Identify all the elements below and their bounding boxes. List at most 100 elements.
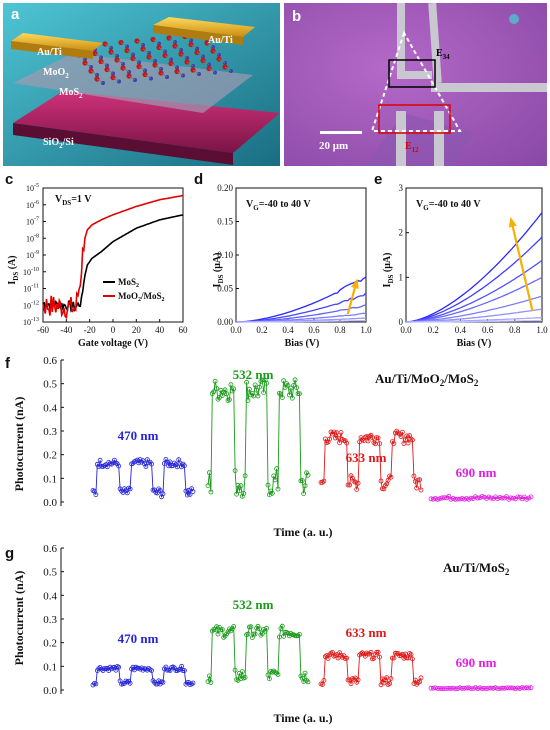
d-arrowhead <box>350 278 359 290</box>
c-ytick-8: 10-5 <box>26 183 39 193</box>
d-xtick-2: 0.4 <box>282 325 294 335</box>
d-xtick-3: 0.6 <box>308 325 320 335</box>
c-xtick-6: 60 <box>179 325 189 335</box>
d-xtick-4: 0.8 <box>334 325 346 335</box>
e-xtick-1: 0.2 <box>428 325 439 335</box>
panel-f-xlabel: Time (a. u.) <box>273 525 332 539</box>
panel-d-ylabel: IDS (μA) <box>212 253 225 288</box>
panel-a-schematic: a Au/Ti Au/Ti MoO2 MoS2 SiO2/Si <box>3 3 280 166</box>
e-ytick-0: 0 <box>399 317 404 327</box>
f-ytick-3: 0.3 <box>43 426 57 438</box>
c-series-moo2-mos2 <box>42 194 184 320</box>
mos2-label: MoS2 <box>59 87 83 100</box>
g-ytick-6: 0.6 <box>43 543 57 555</box>
panel-g-device-label: Au/Ti/MoS2 <box>443 560 510 577</box>
c-xtick-0: -60 <box>37 325 49 335</box>
e-xtick-4: 0.8 <box>509 325 521 335</box>
e-series-2 <box>405 259 543 323</box>
moo2-label: MoO2 <box>43 67 69 80</box>
f-ytick-4: 0.4 <box>43 402 57 414</box>
panel-e-label: e <box>374 171 382 188</box>
e-series-7 <box>406 320 542 323</box>
e-xtick-3: 0.6 <box>482 325 494 335</box>
panel-f-ylabel: Photocurrent (nA) <box>12 397 26 492</box>
panel-g-ylabel: Photocurrent (nA) <box>12 571 26 666</box>
d-ytick-2: 0.10 <box>217 250 233 260</box>
panel-c-vds-annotation: VDS=1 V <box>55 194 92 207</box>
f-ytick-1: 0.1 <box>43 473 57 485</box>
g-series-470 <box>92 665 194 686</box>
panel-g-photocurrent: g Photocurrent (nA) Time (a. u.) Au/Ti/M… <box>5 543 534 725</box>
e-series-1 <box>405 236 543 323</box>
c-ytick-1: 10-12 <box>23 300 39 310</box>
f-series-633 <box>321 430 422 491</box>
panel-a-label: a <box>11 6 20 23</box>
panel-e-output-curve: e IDS (μA) Bias (V) VG=-40 to 40 V 0.0 0.… <box>374 171 548 349</box>
f-label-690: 690 nm <box>456 465 497 480</box>
f-label-470: 470 nm <box>118 428 159 443</box>
f-ytick-5: 0.5 <box>43 379 57 391</box>
panel-e-ylabel: IDS (μA) <box>382 253 395 288</box>
c-ytick-3: 10-10 <box>23 267 39 277</box>
c-ytick-0: 10-13 <box>23 317 39 327</box>
c-xtick-4: 20 <box>132 325 142 335</box>
panel-c-transfer-curve: c IDS (A) Gate voltage (V) VDS=1 V -60 -4… <box>5 171 189 349</box>
c-xtick-2: -20 <box>84 325 96 335</box>
panel-g-label: g <box>5 545 14 562</box>
e-xtick-0: 0.0 <box>400 325 412 335</box>
f-ytick-6: 0.6 <box>43 355 57 367</box>
scale-bar <box>320 131 362 134</box>
panel-d-output-curve: d IDS (μA) Bias (V) VG=-40 to 40 V 0.0 0.… <box>194 171 372 349</box>
c-ytick-7: 10-6 <box>26 200 39 210</box>
d-xtick-1: 0.2 <box>256 325 267 335</box>
panel-f-label: f <box>5 355 11 372</box>
d-xtick-5: 1.0 <box>360 325 372 335</box>
f-series-470 <box>92 458 194 499</box>
c-xtick-5: 40 <box>155 325 165 335</box>
g-series-690 <box>431 687 532 690</box>
g-ytick-1: 0.1 <box>43 661 57 673</box>
e-arrowhead <box>508 216 517 228</box>
g-ytick-0: 0.0 <box>43 685 57 697</box>
d-ytick-1: 0.05 <box>217 284 233 294</box>
c-ytick-5: 10-8 <box>26 233 39 243</box>
f-label-633: 633 nm <box>346 450 387 465</box>
g-series-633 <box>320 651 422 686</box>
g-ytick-2: 0.2 <box>43 638 57 650</box>
e12-label: E12 <box>405 141 419 154</box>
panel-d-vg-annotation: VG=-40 to 40 V <box>246 199 311 212</box>
e-arrow <box>511 223 534 312</box>
c-xtick-1: -40 <box>60 325 72 335</box>
panel-c-ylabel: IDS (A) <box>7 255 20 284</box>
g-series-532 <box>207 624 309 683</box>
panel-e-vg-annotation: VG=-40 to 40 V <box>416 199 481 212</box>
f-series-690 <box>430 495 532 500</box>
d-ytick-3: 0.15 <box>217 217 233 227</box>
au-ti-right-label: Au/Ti <box>208 35 233 46</box>
d-series-5 <box>236 319 367 323</box>
e-series-0 <box>405 212 543 323</box>
panel-b-micrograph: b E34 E12 20 μm <box>284 3 547 166</box>
g-ytick-4: 0.4 <box>43 590 57 602</box>
au-ti-left-label: Au/Ti <box>37 47 62 58</box>
d-xtick-0: 0.0 <box>230 325 242 335</box>
e34-label: E34 <box>436 48 450 61</box>
panel-c-label: c <box>5 171 13 188</box>
c-ytick-4: 10-9 <box>26 250 39 260</box>
sio2-si-label: SiO2/Si <box>43 137 74 150</box>
panel-c-legend: MoS2 MoO2/MoS2 <box>103 277 165 303</box>
e-ytick-1: 1 <box>399 272 404 282</box>
e-xtick-5: 1.0 <box>536 325 548 335</box>
g-label-633: 633 nm <box>346 625 387 640</box>
g-ytick-3: 0.3 <box>43 614 57 626</box>
e-series-4 <box>406 295 543 323</box>
f-series-532 <box>207 378 309 498</box>
c-series-mos2 <box>42 214 184 314</box>
e-series-3 <box>405 276 543 323</box>
panel-d-xlabel: Bias (V) <box>285 338 320 349</box>
scale-bar-label: 20 μm <box>319 140 348 152</box>
g-label-532: 532 nm <box>233 597 274 612</box>
f-ytick-2: 0.2 <box>43 450 57 462</box>
panel-e-xlabel: Bias (V) <box>457 338 492 349</box>
c-ytick-6: 10-7 <box>26 217 39 227</box>
